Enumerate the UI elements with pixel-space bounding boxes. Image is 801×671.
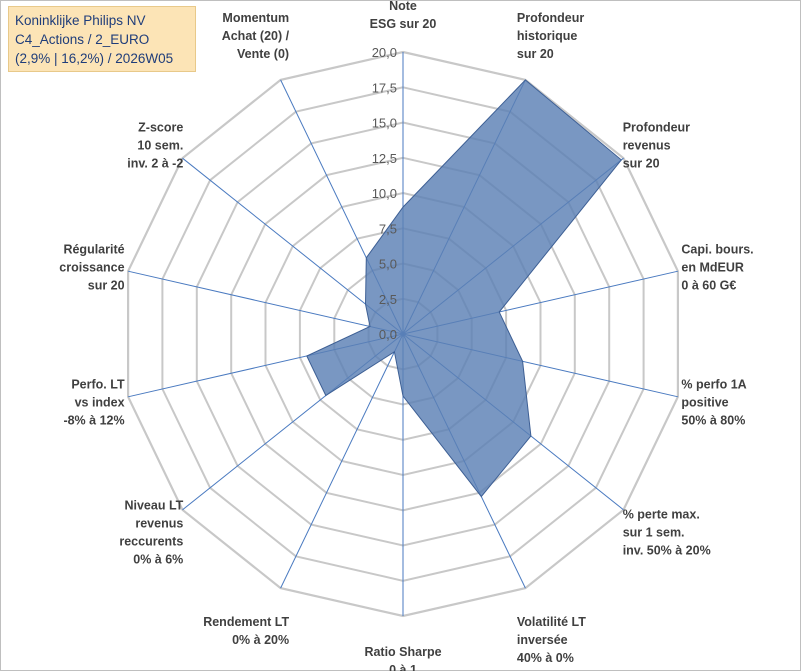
tick-label: 17,5 [372,80,397,95]
axis-label-line: 40% à 0% [517,651,574,665]
axis-label-line: 0% à 20% [232,633,289,647]
axis-label-line: Profondeur [517,11,584,25]
axis-label-line: % perfo 1A [681,378,746,392]
series-area [306,79,622,498]
axis-label-line: 0% à 6% [133,553,183,567]
axis-label-line: revenus [135,517,183,531]
tick-label: 5,0 [379,257,397,272]
tick-label: 2,5 [379,292,397,307]
axis-label-line: sur 20 [623,157,660,171]
axis-label-line: 0 à 60 G€ [681,278,736,292]
axis-label: Profondeur historique sur 20 [517,11,584,61]
axis-label-line: inv. 50% à 20% [623,544,711,558]
axis-label-line: inversée [517,633,568,647]
axis-label: Momentum Achat (20) / Vente (0) [222,11,290,61]
tick-label: 12,5 [372,151,397,166]
chart-title-box: Koninklijke Philips NV C4_Actions / 2_EU… [8,6,196,72]
axis-label: Volatilité LT inversée 40% à 0% [517,615,586,665]
axis-label-line: Ratio Sharpe [364,645,441,659]
axis-label-line: reccurents [119,535,183,549]
axis-label-line: 50% à 80% [681,414,745,428]
axis-label: Rendement LT 0% à 20% [203,615,289,647]
axis-label: Perfo. LT vs index -8% à 12% [63,378,125,428]
axis-label-line: Perfo. LT [71,378,125,392]
tick-label: 15,0 [372,116,397,131]
axis-label-line: historique [517,29,577,43]
axis-label-line: Achat (20) / [222,29,290,43]
radar-series [306,79,622,498]
axis-label-line: Rendement LT [203,615,289,629]
axis-label-line: 0 à 1 [389,663,417,671]
axis-label-line: inv. 2 à -2 [127,157,183,171]
axis-label-line: en MdEUR [681,260,744,274]
axis-label: Profondeur revenus sur 20 [623,121,690,171]
axis-label-line: sur 1 sem. [623,526,685,540]
axis-label: % perte max. sur 1 sem. inv. 50% à 20% [623,508,711,558]
tick-label: 20,0 [372,45,397,60]
axis-label-line: croissance [59,260,124,274]
tick-label: 0,0 [379,327,397,342]
axis-label-line: % perte max. [623,508,700,522]
axis-label: Niveau LT revenus reccurents 0% à 6% [119,499,183,567]
axis-label-line: sur 20 [517,47,554,61]
axis-label-line: Momentum [222,11,289,25]
axis-label-line: Z-score [138,121,183,135]
axis-spoke [127,270,404,335]
axis-label-line: ESG sur 20 [370,17,437,31]
company-name: Koninklijke Philips NV [15,13,146,28]
axis-label: Régularité croissance sur 20 [59,242,124,292]
axis-label-line: sur 20 [88,278,125,292]
stats-label: (2,9% | 16,2%) / 2026W05 [15,51,174,66]
axis-label-line: Capi. bours. [681,242,753,256]
axis-spoke [280,333,404,589]
axis-label-line: -8% à 12% [63,414,124,428]
axis-label-line: Note [389,0,417,13]
axis-label: Capi. bours. en MdEUR 0 à 60 G€ [681,242,753,292]
axis-label: Note ESG sur 20 [370,0,437,31]
axis-label-line: Vente (0) [237,47,289,61]
tick-label: 7,5 [379,221,397,236]
axis-label-line: revenus [623,139,671,153]
axis-label-line: 10 sem. [137,139,183,153]
axis-label-line: vs index [75,396,125,410]
radar-tick-labels: 0,0 2,5 5,0 7,5 10,0 12,5 15,0 17,5 20,0 [372,45,397,342]
axis-label: Z-score 10 sem. inv. 2 à -2 [127,121,183,171]
category-label: C4_Actions / 2_EURO [15,32,150,47]
axis-label: Ratio Sharpe 0 à 1 [364,645,441,671]
tick-label: 10,0 [372,186,397,201]
axis-label-line: Niveau LT [124,499,183,513]
axis-label-line: Profondeur [623,121,690,135]
axis-label: % perfo 1A positive 50% à 80% [681,378,746,428]
radar-axis-labels: Note ESG sur 20 Profondeur historique sur 20… [59,0,753,671]
axis-label-line: Régularité [63,242,124,256]
axis-label-line: Volatilité LT [517,615,586,629]
axis-label-line: positive [681,396,728,410]
